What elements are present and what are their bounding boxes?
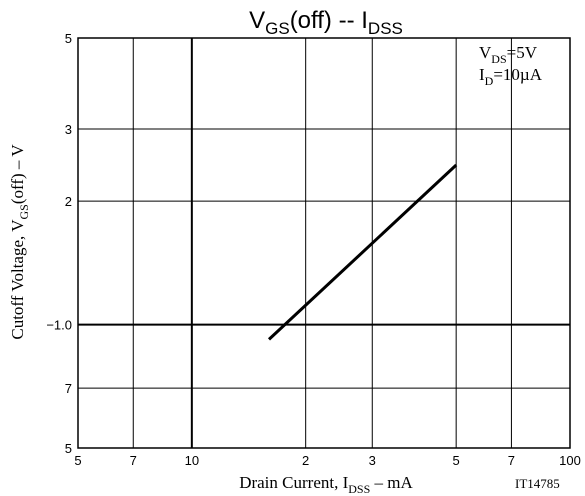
y-axis-label: Cutoff Voltage, VGS(off) – V	[8, 144, 31, 340]
condition-id: ID=10µA	[479, 65, 543, 88]
tick-labels: 5 7 10 2 3 5 7 100 5 7 −1.0 2 3 5	[46, 31, 581, 468]
y-tick-label: 5	[65, 441, 72, 456]
y-tick-label: 5	[65, 31, 72, 46]
x-tick-label: 5	[74, 453, 81, 468]
x-tick-label: 5	[453, 453, 460, 468]
series	[267, 163, 458, 341]
x-tick-label: 10	[185, 453, 199, 468]
y-tick-label: 7	[65, 381, 72, 396]
y-tick-label: 2	[65, 194, 72, 209]
x-axis-label: Drain Current, IDSS – mA	[239, 473, 413, 496]
figure-code: IT14785	[515, 476, 560, 491]
x-tick-label: 2	[302, 453, 309, 468]
y-tick-label: 3	[65, 122, 72, 137]
condition-vds: VDS=5V	[479, 43, 538, 66]
x-tick-label: 3	[369, 453, 376, 468]
x-tick-label: 100	[559, 453, 581, 468]
series-line	[267, 163, 458, 341]
x-tick-label: 7	[130, 453, 137, 468]
plot-border	[77, 37, 571, 449]
chart-title: VGS(off) -- IDSS	[249, 7, 403, 38]
grid	[77, 37, 571, 449]
y-tick-label: −1.0	[46, 318, 72, 333]
x-tick-label: 7	[508, 453, 515, 468]
